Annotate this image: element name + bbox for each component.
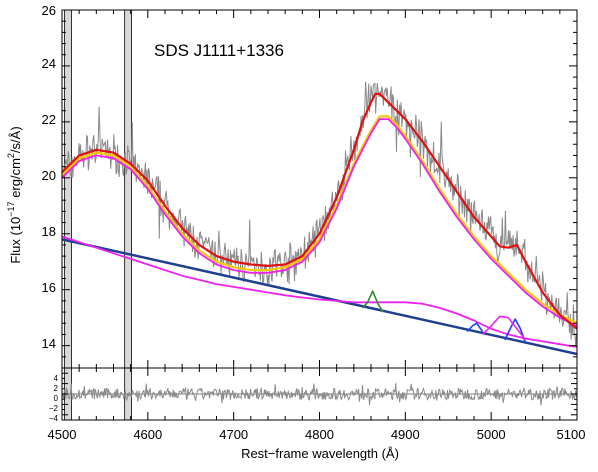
y-tick-label: 26 bbox=[42, 3, 56, 18]
y-tick-label: 22 bbox=[42, 112, 56, 127]
x-tick-label: 5000 bbox=[477, 427, 506, 442]
total-line bbox=[62, 92, 577, 330]
y-tick-label: 20 bbox=[42, 168, 56, 183]
magenta-low-line bbox=[62, 235, 577, 348]
magenta-bump-line bbox=[482, 315, 527, 341]
y-axis-label: Flux (10−17 erg/cm2/s/Å) bbox=[6, 126, 23, 263]
masked-region-0 bbox=[64, 9, 72, 421]
y-label-pre: Flux (10 bbox=[8, 217, 23, 264]
x-tick-label: 4800 bbox=[305, 427, 334, 442]
broad-line bbox=[62, 115, 577, 325]
y-tick-label: 16 bbox=[42, 280, 56, 295]
residual-tick-label: −4 bbox=[49, 414, 59, 423]
residual-tick-label: 2 bbox=[54, 384, 59, 393]
residual-tick-labels: 4 2 0 −2 −4 bbox=[49, 374, 59, 423]
x-tick-label: 4600 bbox=[133, 427, 162, 442]
blue1-line bbox=[466, 322, 484, 333]
x-tick-label: 4700 bbox=[219, 427, 248, 442]
residual-spectrum-line bbox=[62, 383, 577, 406]
residual-tick-label: 4 bbox=[54, 374, 59, 383]
y-tick-label: 14 bbox=[42, 336, 56, 351]
chart-title: SDS J1111+1336 bbox=[154, 41, 284, 60]
x-tick-labels: 4500 4600 4700 4800 4900 5000 5100 bbox=[48, 427, 586, 442]
masked-regions bbox=[64, 9, 132, 421]
y-label-exponent-2: 2 bbox=[6, 153, 16, 158]
y-label-exponent: −17 bbox=[6, 201, 16, 216]
axis-ticks bbox=[61, 9, 578, 420]
magenta-top-line bbox=[62, 118, 577, 327]
x-tick-label: 4900 bbox=[391, 427, 420, 442]
x-axis-label: Rest−frame wavelength (Å) bbox=[241, 446, 399, 461]
residual-tick-label: 0 bbox=[54, 394, 59, 403]
green-line bbox=[361, 290, 384, 313]
model-components bbox=[62, 92, 577, 356]
y-tick-label: 18 bbox=[42, 224, 56, 239]
observed-spectrum-line bbox=[62, 81, 577, 346]
main-panel-frame bbox=[61, 9, 578, 369]
x-tick-label: 5100 bbox=[557, 427, 586, 442]
masked-region-1 bbox=[124, 9, 132, 421]
y-label-mid: erg/cm bbox=[8, 158, 23, 201]
blue2-line bbox=[504, 318, 527, 344]
x-tick-label: 4500 bbox=[48, 427, 77, 442]
y-tick-label: 24 bbox=[42, 56, 56, 71]
residual-tick-label: −2 bbox=[49, 404, 59, 413]
y-tick-labels: 14 16 18 20 22 24 26 bbox=[42, 3, 56, 351]
continuum-line bbox=[62, 238, 577, 356]
y-label-post: /s/Å) bbox=[8, 126, 23, 153]
